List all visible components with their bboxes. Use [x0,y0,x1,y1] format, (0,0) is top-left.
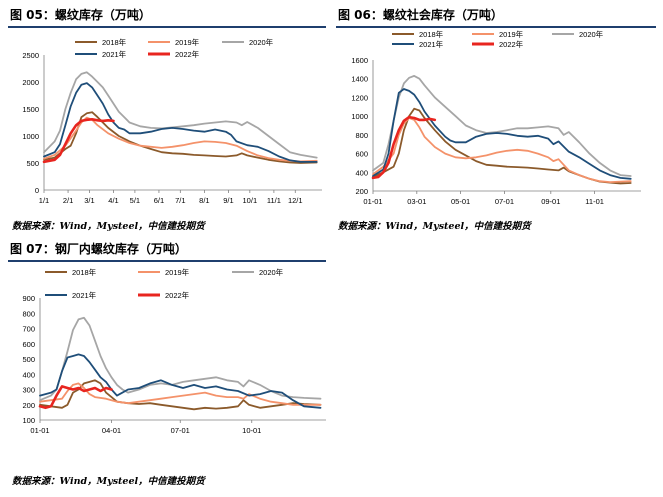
x-tick-label: 05-01 [451,197,470,206]
legend-label-y2022: 2022年 [499,39,524,49]
series-line-y2022 [38,385,113,410]
y-tick-label: 500 [22,355,35,364]
x-tick-label: 01-01 [30,426,49,435]
fig06-chart: 200 400 600 800 1000 1200 1400 1600 01-01 03-01 05… [351,29,641,206]
x-tick-label: 6/1 [154,196,164,205]
legend-label-y2020: 2020年 [249,37,274,47]
fig06-title: 图 06：螺纹社会库存（万吨） [338,8,503,22]
x-tick-label: 07-01 [495,197,514,206]
y-tick-label: 1500 [22,105,39,114]
fig07-source: 数据来源：Wind，Mysteel，中信建投期货 [12,476,205,487]
legend-label-y2019: 2019年 [499,29,524,39]
x-tick-label: 2/1 [63,196,73,205]
series-line-y2020 [43,71,318,159]
x-tick-label: 9/1 [223,196,233,205]
x-tick-label: 3/1 [84,196,94,205]
series-line-y2021 [39,353,322,409]
x-tick-label: 11-01 [585,197,604,206]
fig05-chart: 0 500 1000 1500 2000 2500 1/1 2/1 3/1 4/1 5/1 6/1 7/… [22,37,322,205]
y-tick-label: 400 [355,168,368,177]
y-tick-label: 2000 [22,78,39,87]
y-tick-label: 1600 [351,56,368,65]
fig06-source: 数据来源：Wind，Mysteel，中信建投期货 [338,221,531,232]
series-line-y2019 [39,382,322,406]
y-tick-label: 200 [355,187,368,196]
fig05-title-rule [8,26,326,28]
series-line-y2020 [372,75,632,177]
y-tick-label: 500 [26,159,39,168]
x-tick-label: 03-01 [407,197,426,206]
legend-label-y2021: 2021年 [419,39,444,49]
fig07-title: 图 07：钢厂内螺纹库存（万吨） [10,242,187,256]
series-line-y2021 [372,88,632,180]
y-tick-label: 1400 [351,75,368,84]
series-line-y2021 [43,82,318,163]
series-line-y2018 [372,107,632,185]
y-tick-label: 1000 [22,132,39,141]
series-line-y2019 [372,117,632,183]
legend-label-y2019: 2019年 [165,267,190,277]
fig07-title-rule [8,260,326,262]
y-tick-label: 300 [22,386,35,395]
y-tick-label: 600 [22,340,35,349]
x-tick-label: 11/1 [267,196,281,205]
y-tick-label: 600 [355,150,368,159]
y-tick-label: 900 [22,294,35,303]
y-tick-label: 0 [35,186,39,195]
legend-label-y2022: 2022年 [165,290,190,300]
y-tick-label: 100 [22,416,35,425]
legend-label-y2018: 2018年 [102,37,127,47]
fig07-chart: 100 200 300 400 500 600 700 800 900 01-01 04-01 07-… [22,267,326,435]
y-tick-label: 800 [22,309,35,318]
y-tick-label: 200 [22,401,35,410]
series-line-y2022 [42,118,115,164]
legend-label-y2021: 2021年 [72,290,97,300]
x-tick-label: 1/1 [39,196,49,205]
y-tick-label: 400 [22,370,35,379]
series-line-y2018 [43,111,318,164]
x-tick-label: 07-01 [171,426,190,435]
x-tick-label: 10-01 [242,426,261,435]
x-tick-label: 8/1 [199,196,209,205]
y-tick-label: 1200 [351,93,368,102]
x-tick-label: 12/1 [288,196,303,205]
legend-label-y2022: 2022年 [175,49,200,59]
legend-label-y2021: 2021年 [102,49,127,59]
legend-label-y2020: 2020年 [259,267,284,277]
legend-label-y2018: 2018年 [419,29,444,39]
legend-label-y2018: 2018年 [72,267,97,277]
y-tick-label: 800 [355,131,368,140]
x-tick-label: 5/1 [130,196,140,205]
legend-label-y2019: 2019年 [175,37,200,47]
fig05-source: 数据来源：Wind，Mysteel，中信建投期货 [12,221,205,232]
fig05-title: 图 05：螺纹库存（万吨） [10,8,151,22]
fig06-title-rule [336,26,656,28]
legend-label-y2020: 2020年 [579,29,604,39]
x-tick-label: 04-01 [102,426,121,435]
x-tick-label: 09-01 [541,197,560,206]
y-tick-label: 700 [22,325,35,334]
x-tick-label: 01-01 [363,197,382,206]
series-line-y2020 [39,316,322,402]
y-tick-label: 2500 [22,51,39,60]
y-tick-label: 1000 [351,112,368,121]
x-tick-label: 10/1 [243,196,258,205]
x-tick-label: 7/1 [175,196,185,205]
x-tick-label: 4/1 [108,196,118,205]
series-line-y2022 [371,115,437,180]
